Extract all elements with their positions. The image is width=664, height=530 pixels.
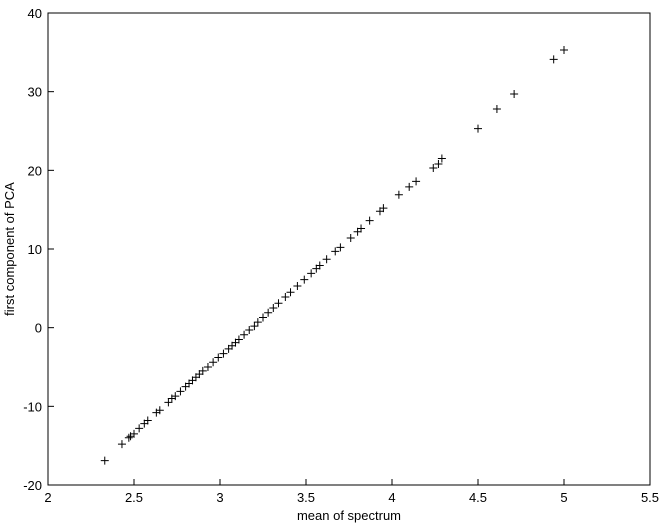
marker xyxy=(307,269,316,278)
marker xyxy=(135,424,144,433)
marker xyxy=(405,182,414,191)
marker xyxy=(214,353,223,362)
marker xyxy=(549,55,558,64)
marker xyxy=(219,349,228,358)
marker xyxy=(293,281,302,290)
marker xyxy=(560,45,568,54)
marker xyxy=(100,456,109,465)
marker xyxy=(365,216,374,225)
marker xyxy=(143,416,152,425)
marker xyxy=(264,308,273,317)
marker xyxy=(253,318,262,327)
marker xyxy=(474,124,482,133)
marker xyxy=(171,392,180,401)
x-tick-label: 2 xyxy=(44,490,51,505)
marker xyxy=(510,90,519,99)
y-axis-label: first component of PCA xyxy=(2,182,17,316)
marker xyxy=(274,299,283,308)
y-tick-label: 40 xyxy=(28,6,42,21)
marker xyxy=(331,247,340,256)
marker xyxy=(155,406,164,415)
marker xyxy=(176,387,185,396)
marker xyxy=(300,275,309,284)
y-tick-label: 30 xyxy=(28,85,42,100)
marker xyxy=(286,288,295,297)
x-tick-label: 5.5 xyxy=(641,490,659,505)
y-tick-label: -20 xyxy=(23,478,42,493)
marker xyxy=(259,313,267,322)
marker xyxy=(492,104,501,113)
marker xyxy=(429,163,438,172)
y-tick-label: -10 xyxy=(23,399,42,414)
marker xyxy=(198,366,207,375)
marker xyxy=(357,224,366,233)
y-tick-label: 20 xyxy=(28,163,42,178)
marker xyxy=(346,233,355,242)
marker xyxy=(250,322,259,331)
marker xyxy=(164,398,173,407)
x-tick-label: 4.5 xyxy=(469,490,487,505)
marker xyxy=(117,440,126,449)
marker xyxy=(124,433,133,442)
marker xyxy=(130,429,138,438)
marker xyxy=(394,190,403,199)
x-tick-label: 3.5 xyxy=(297,490,315,505)
marker xyxy=(234,335,243,344)
marker xyxy=(209,358,218,367)
marker xyxy=(315,261,324,270)
marker xyxy=(336,243,345,252)
marker xyxy=(281,292,290,301)
marker xyxy=(269,304,278,312)
marker xyxy=(240,330,249,339)
marker xyxy=(412,177,421,186)
x-tick-label: 4 xyxy=(388,490,395,505)
x-tick-label: 5 xyxy=(560,490,567,505)
x-tick-label: 2.5 xyxy=(125,490,143,505)
marker xyxy=(245,326,254,335)
marker xyxy=(437,154,446,163)
y-tick-label: 10 xyxy=(28,242,42,257)
plot-frame xyxy=(47,12,651,486)
x-tick-label: 3 xyxy=(216,490,223,505)
y-tick-label: 0 xyxy=(35,321,42,336)
marker xyxy=(379,204,388,213)
marker xyxy=(203,363,212,371)
marker xyxy=(434,160,443,169)
x-axis-label: mean of spectrum xyxy=(297,508,401,523)
marker xyxy=(322,255,331,264)
